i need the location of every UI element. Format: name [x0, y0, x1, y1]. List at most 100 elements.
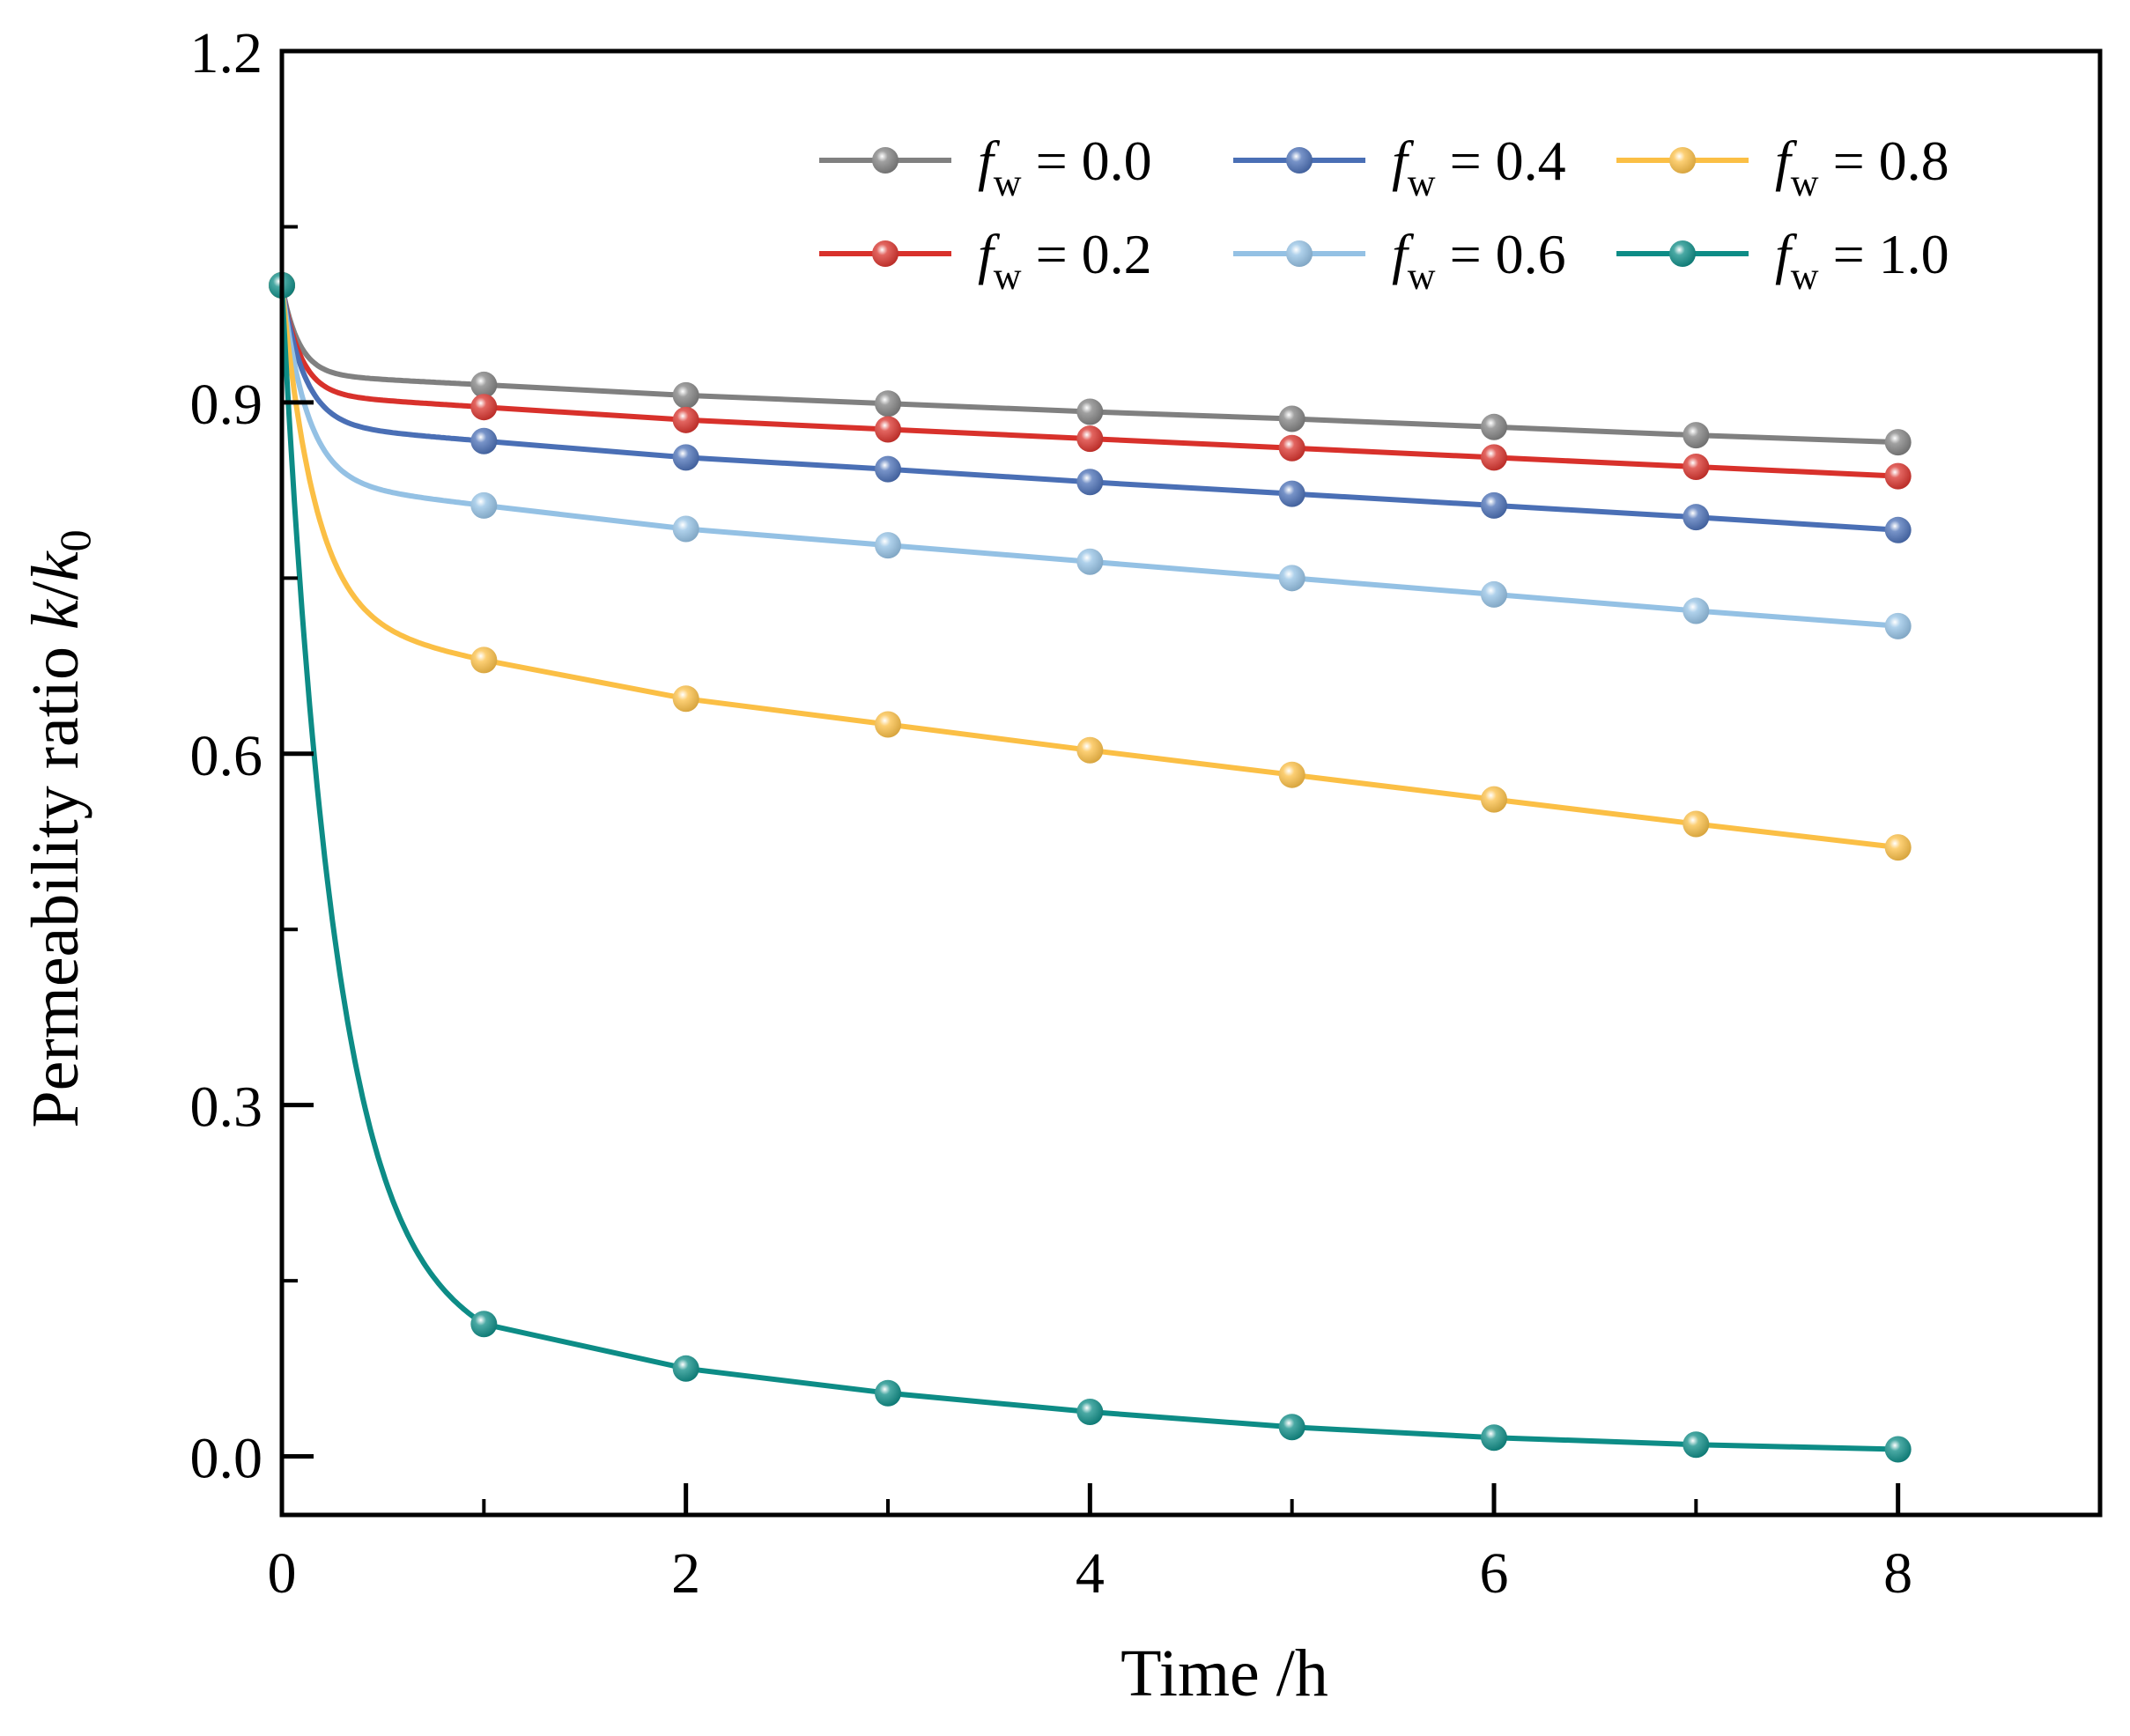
- series-line: [279, 284, 1899, 851]
- y-axis-label: Permeability ratio k/k0: [18, 529, 100, 1127]
- series-group: [269, 271, 1912, 639]
- data-point: [470, 1311, 498, 1338]
- series-line: [279, 284, 1898, 1452]
- data-point: [470, 427, 498, 454]
- data-point: [1481, 444, 1507, 471]
- data-point: [1683, 1431, 1710, 1459]
- legend-label-subscript: w: [994, 161, 1022, 204]
- series-group: [269, 271, 1912, 543]
- legend-marker: [1669, 147, 1696, 174]
- legend-marker: [872, 147, 899, 174]
- data-point: [1884, 834, 1912, 861]
- legend-label-subscript: w: [1791, 161, 1819, 204]
- legend-label-value: = 0.0: [1022, 129, 1152, 192]
- data-point: [1278, 565, 1305, 592]
- data-point: [470, 646, 498, 674]
- axes-layer: 0.0 0.3 0.6 0.9 1.2 0 2 4 6 8: [190, 21, 2103, 1606]
- data-point: [470, 491, 498, 519]
- data-point: [470, 394, 498, 421]
- y-axis-label-var2: k: [18, 550, 92, 581]
- series-line: [279, 284, 1898, 629]
- series-line: [279, 284, 1898, 446]
- legend-label: fw = 0.2: [978, 223, 1152, 298]
- legend-label-value: = 0.6: [1436, 223, 1566, 285]
- series-layer: [269, 271, 1912, 1463]
- legend-label: fw = 1.0: [1775, 223, 1949, 298]
- x-tick-label: 4: [1076, 1541, 1105, 1606]
- legend-marker: [1286, 240, 1313, 267]
- series-line: [279, 284, 1898, 479]
- data-point: [875, 532, 901, 559]
- data-point: [1278, 434, 1305, 462]
- legend-item: fw = 0.6: [1233, 223, 1566, 298]
- legend-label-value: = 0.2: [1022, 223, 1152, 285]
- legend-label-subscript: w: [994, 255, 1022, 298]
- y-tick-label: 0.9: [190, 373, 263, 437]
- data-point: [1481, 1424, 1507, 1452]
- data-point: [1481, 491, 1507, 519]
- data-point: [1076, 425, 1104, 453]
- legend-item: fw = 1.0: [1616, 223, 1949, 298]
- data-point: [1683, 597, 1710, 624]
- data-point: [1683, 504, 1710, 531]
- data-point: [672, 515, 699, 543]
- data-point: [1884, 429, 1912, 456]
- data-point: [875, 455, 901, 483]
- data-point: [1076, 398, 1104, 425]
- y-tick-label: 0.6: [190, 724, 263, 788]
- data-point: [1076, 1398, 1104, 1425]
- y-axis-label-slash: /: [18, 580, 92, 600]
- data-point: [875, 416, 901, 443]
- data-point: [1481, 786, 1507, 813]
- data-point: [672, 1355, 699, 1382]
- data-point: [1884, 1436, 1912, 1463]
- legend-marker: [1286, 147, 1313, 174]
- legend-label-value: = 0.8: [1819, 129, 1949, 192]
- data-point: [672, 406, 699, 433]
- legend-item: fw = 0.4: [1233, 129, 1566, 204]
- data-point: [672, 444, 699, 471]
- x-axis-label: Time /h: [1120, 1636, 1328, 1710]
- data-point: [1683, 422, 1710, 449]
- data-point: [1278, 761, 1305, 788]
- x-tick-label: 0: [268, 1541, 297, 1606]
- legend-label-value: = 0.4: [1436, 129, 1566, 192]
- legend-label-subscript: w: [1791, 255, 1819, 298]
- data-point: [1076, 469, 1104, 496]
- legend-label-subscript: w: [1408, 255, 1436, 298]
- data-point: [1481, 413, 1507, 440]
- data-point: [672, 685, 699, 713]
- data-point: [1278, 405, 1305, 432]
- y-tick-label: 0.0: [190, 1427, 263, 1491]
- data-point: [1884, 612, 1912, 639]
- data-point: [875, 1379, 901, 1407]
- legend-label-value: = 1.0: [1819, 223, 1949, 285]
- y-axis-label-var1: k: [18, 599, 92, 630]
- y-axis-label-sub: 0: [50, 529, 100, 551]
- data-point: [1683, 454, 1710, 481]
- legend-item: fw = 0.8: [1616, 129, 1949, 204]
- legend-label: fw = 0.8: [1775, 129, 1949, 204]
- legend-marker: [872, 240, 899, 267]
- data-point: [1278, 1414, 1305, 1441]
- series-line: [279, 284, 1898, 533]
- legend-label: fw = 0.4: [1392, 129, 1566, 204]
- legend-item: fw = 0.2: [819, 223, 1152, 298]
- data-point: [1884, 462, 1912, 490]
- y-tick-label: 0.3: [190, 1075, 263, 1140]
- data-point: [875, 711, 901, 738]
- plot-frame: [279, 48, 2103, 1518]
- series-group: [269, 271, 1912, 490]
- data-point: [1884, 516, 1912, 543]
- legend-marker: [1669, 240, 1696, 267]
- legend: fw = 0.0fw = 0.2fw = 0.4fw = 0.6fw = 0.8…: [819, 129, 1949, 298]
- x-tick-label: 6: [1480, 1541, 1509, 1606]
- data-point: [1481, 580, 1507, 608]
- data-point: [1076, 736, 1104, 764]
- data-point: [1683, 810, 1710, 838]
- data-point: [672, 381, 699, 409]
- data-point: [470, 371, 498, 398]
- data-point: [1278, 480, 1305, 507]
- legend-label: fw = 0.6: [1392, 223, 1566, 298]
